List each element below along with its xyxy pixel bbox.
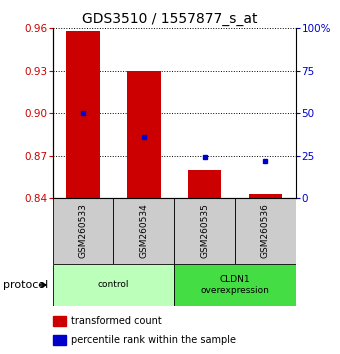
Text: CLDN1
overexpression: CLDN1 overexpression: [201, 275, 270, 295]
Bar: [53, 316, 66, 326]
Bar: [188, 170, 221, 198]
Bar: [53, 264, 174, 306]
Text: control: control: [98, 280, 129, 290]
Text: GSM260534: GSM260534: [139, 204, 148, 258]
Bar: [114, 198, 174, 264]
Text: GSM260535: GSM260535: [200, 204, 209, 258]
Bar: [174, 198, 235, 264]
Bar: [174, 264, 296, 306]
Bar: [127, 71, 160, 198]
Bar: [66, 31, 100, 198]
Text: percentile rank within the sample: percentile rank within the sample: [71, 335, 236, 345]
Bar: [249, 194, 282, 198]
Text: GSM260533: GSM260533: [79, 204, 88, 258]
Bar: [53, 198, 114, 264]
Text: transformed count: transformed count: [71, 316, 162, 326]
Bar: [53, 335, 66, 345]
Text: GDS3510 / 1557877_s_at: GDS3510 / 1557877_s_at: [82, 12, 258, 27]
Bar: [235, 198, 296, 264]
Text: protocol: protocol: [3, 280, 49, 290]
Text: GSM260536: GSM260536: [261, 204, 270, 258]
